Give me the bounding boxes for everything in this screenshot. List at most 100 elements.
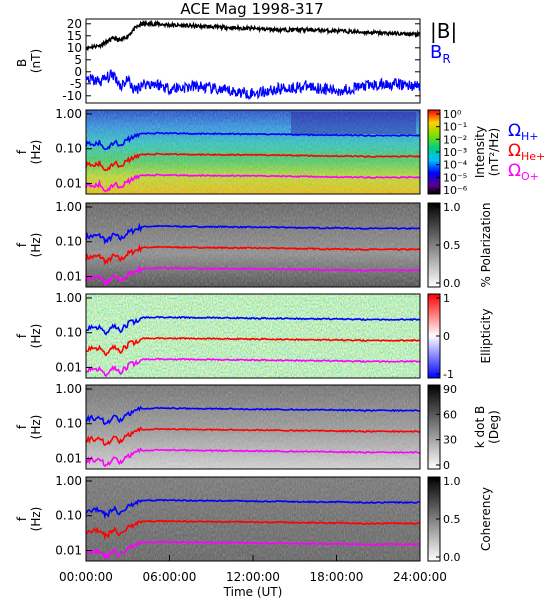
panel-polarization: 1.00 0.10 0.01 f(Hz) 1.0 0.5 0.0 % Polarization <box>15 200 493 290</box>
y-tick-label: 0 <box>74 65 82 79</box>
gyro-line-he-plus <box>85 336 421 357</box>
colorbar-tick-label: -1 <box>443 368 454 381</box>
colorbar-tick-label: 1.0 <box>443 475 461 488</box>
legend-omega-o-sub: O+ <box>521 170 539 183</box>
x-tick-label: 24:00:00 <box>393 570 447 584</box>
y-tick-label: 0.01 <box>55 361 82 375</box>
panel-frame <box>85 109 421 195</box>
gyro-line-o-plus <box>85 447 421 468</box>
x-tick-label: 06:00:00 <box>143 570 197 584</box>
colorbar-label-line: Coherency <box>479 487 493 551</box>
colorbar-tick-label: 10⁰ <box>443 108 462 121</box>
gyro-frequency-legend: ΩH+ ΩHe+ ΩO+ <box>508 121 545 183</box>
y-axis-label-line2: (Hz) <box>29 507 43 532</box>
y-axis-label: B (nT) <box>15 49 43 73</box>
gyro-line-o-plus <box>85 264 421 287</box>
gyro-line-h-plus <box>85 131 421 151</box>
colorbar-tick-label: 1.0 <box>443 201 461 214</box>
y-axis-label-line1: f <box>15 516 29 521</box>
y-tick-label: 0.01 <box>55 177 82 191</box>
colorbar-label: Intensity(nT²/Hz) <box>473 126 501 178</box>
y-axis-label: f(Hz) <box>15 233 43 258</box>
colorbar-tick-label: 0.0 <box>443 277 461 290</box>
colorbar-label-line: Ellipticity <box>479 309 493 364</box>
gyro-line-h-plus <box>85 315 421 336</box>
y-tick-label: 0.10 <box>55 417 82 431</box>
x-axis: Time (UT) 00:00:00 06:00:00 12:00:00 18:00:… <box>59 555 447 599</box>
y-tick-label: 20 <box>67 17 82 31</box>
y-axis-label-line2: (Hz) <box>29 324 43 349</box>
legend-b-r-sub: R <box>442 52 450 66</box>
y-tick-label: 0.10 <box>55 235 82 249</box>
colorbar-tick-label: 0 <box>443 330 450 343</box>
legend-omega-he-symbol: Ω <box>508 141 521 161</box>
gyro-line-he-plus <box>85 152 421 172</box>
y-axis-label: f(Hz) <box>15 415 43 440</box>
colorbar-tick-label: 10⁻³ <box>443 146 467 159</box>
y-axis-label: f(Hz) <box>15 324 43 349</box>
gyro-line-o-plus <box>85 173 421 193</box>
legend-b-r: BR <box>430 42 451 66</box>
gyro-line-he-plus <box>85 519 420 540</box>
gyro-line-o-plus <box>85 540 420 561</box>
y-tick-label: 1.00 <box>55 382 82 396</box>
spectrogram-texture <box>86 294 420 378</box>
y-tick-label: 0.01 <box>55 452 82 466</box>
y-axis-label-line2: (Hz) <box>29 140 43 165</box>
colorbar-tick-label: 0.5 <box>443 513 461 526</box>
colorbar-label: Ellipticity <box>479 309 493 364</box>
colorbar-label-line: k dot B <box>473 406 487 448</box>
spectrogram-texture <box>86 203 420 287</box>
y-tick-label: 0.01 <box>55 270 82 284</box>
colorbar-label: k dot B(Deg) <box>473 406 501 448</box>
y-tick-label: 1.00 <box>55 474 82 488</box>
colorbar-label-line: % Polarization <box>479 203 493 288</box>
legend-omega-h-sub: H+ <box>521 130 539 143</box>
y-axis-label-line2: (Hz) <box>29 415 43 440</box>
x-tick-label: 00:00:00 <box>59 570 113 584</box>
x-tick-label: 18:00:00 <box>310 570 364 584</box>
panel-ellipticity: 1.00 0.10 0.01 f(Hz) 1 0 -1 Ellipticity <box>15 291 493 381</box>
spectrogram-dark-band <box>291 112 416 134</box>
spectral-panels: 1.000.100.01f(Hz)10⁰10⁻¹10⁻²10⁻³10⁻⁴10⁻⁵… <box>15 107 501 564</box>
spectrogram-texture <box>86 477 420 561</box>
y-tick-label: -5 <box>70 77 82 91</box>
colorbar-tick-label: 0.0 <box>443 551 461 564</box>
y-axis-label-line1: f <box>15 424 29 429</box>
series-line-b-total <box>85 19 421 52</box>
spectrogram-texture <box>86 385 420 469</box>
y-axis-label: f(Hz) <box>15 140 43 165</box>
legend-omega-he-sub: He+ <box>521 150 545 163</box>
y-tick-label: 1.00 <box>55 107 82 121</box>
gyro-line-he-plus <box>85 426 421 447</box>
legend-b-r-main: B <box>430 42 442 63</box>
gyro-line-h-plus <box>85 222 421 245</box>
colorbar-tick-label: 90 <box>443 383 457 396</box>
y-tick-label: 0.10 <box>55 142 82 156</box>
colorbar-tick-label: 10⁻⁶ <box>443 184 468 197</box>
colorbar-label-line: (nT²/Hz) <box>487 128 501 176</box>
panel-frame <box>85 293 421 379</box>
y-tick-label: 5 <box>74 53 82 67</box>
colorbar-tick-label: 1 <box>443 292 450 305</box>
gyro-line-h-plus <box>85 405 421 426</box>
colorbar-tick-label: 10⁻¹ <box>443 121 467 134</box>
legend-omega-o-plus: ΩO+ <box>508 161 539 183</box>
y-axis-label: f(Hz) <box>15 507 43 532</box>
panel-frame <box>85 384 421 470</box>
colorbar-tick-label: 10⁻⁵ <box>443 171 467 184</box>
colorbar-tick-label: 30 <box>443 434 457 447</box>
colorbar-label: Coherency <box>479 487 493 551</box>
colorbar-label: % Polarization <box>479 203 493 288</box>
legend-omega-he-plus: ΩHe+ <box>508 141 545 163</box>
gyro-line-o-plus <box>85 357 421 378</box>
gyro-line-h-plus <box>85 498 420 519</box>
y-tick-label: 1.00 <box>55 291 82 305</box>
colorbar-tick-label: 60 <box>443 408 457 421</box>
colorbar-tick-label: 10⁻² <box>443 133 467 146</box>
y-axis-label-line1: f <box>15 242 29 247</box>
y-tick-label: 15 <box>67 29 82 43</box>
legend-omega-h-symbol: Ω <box>508 121 521 141</box>
